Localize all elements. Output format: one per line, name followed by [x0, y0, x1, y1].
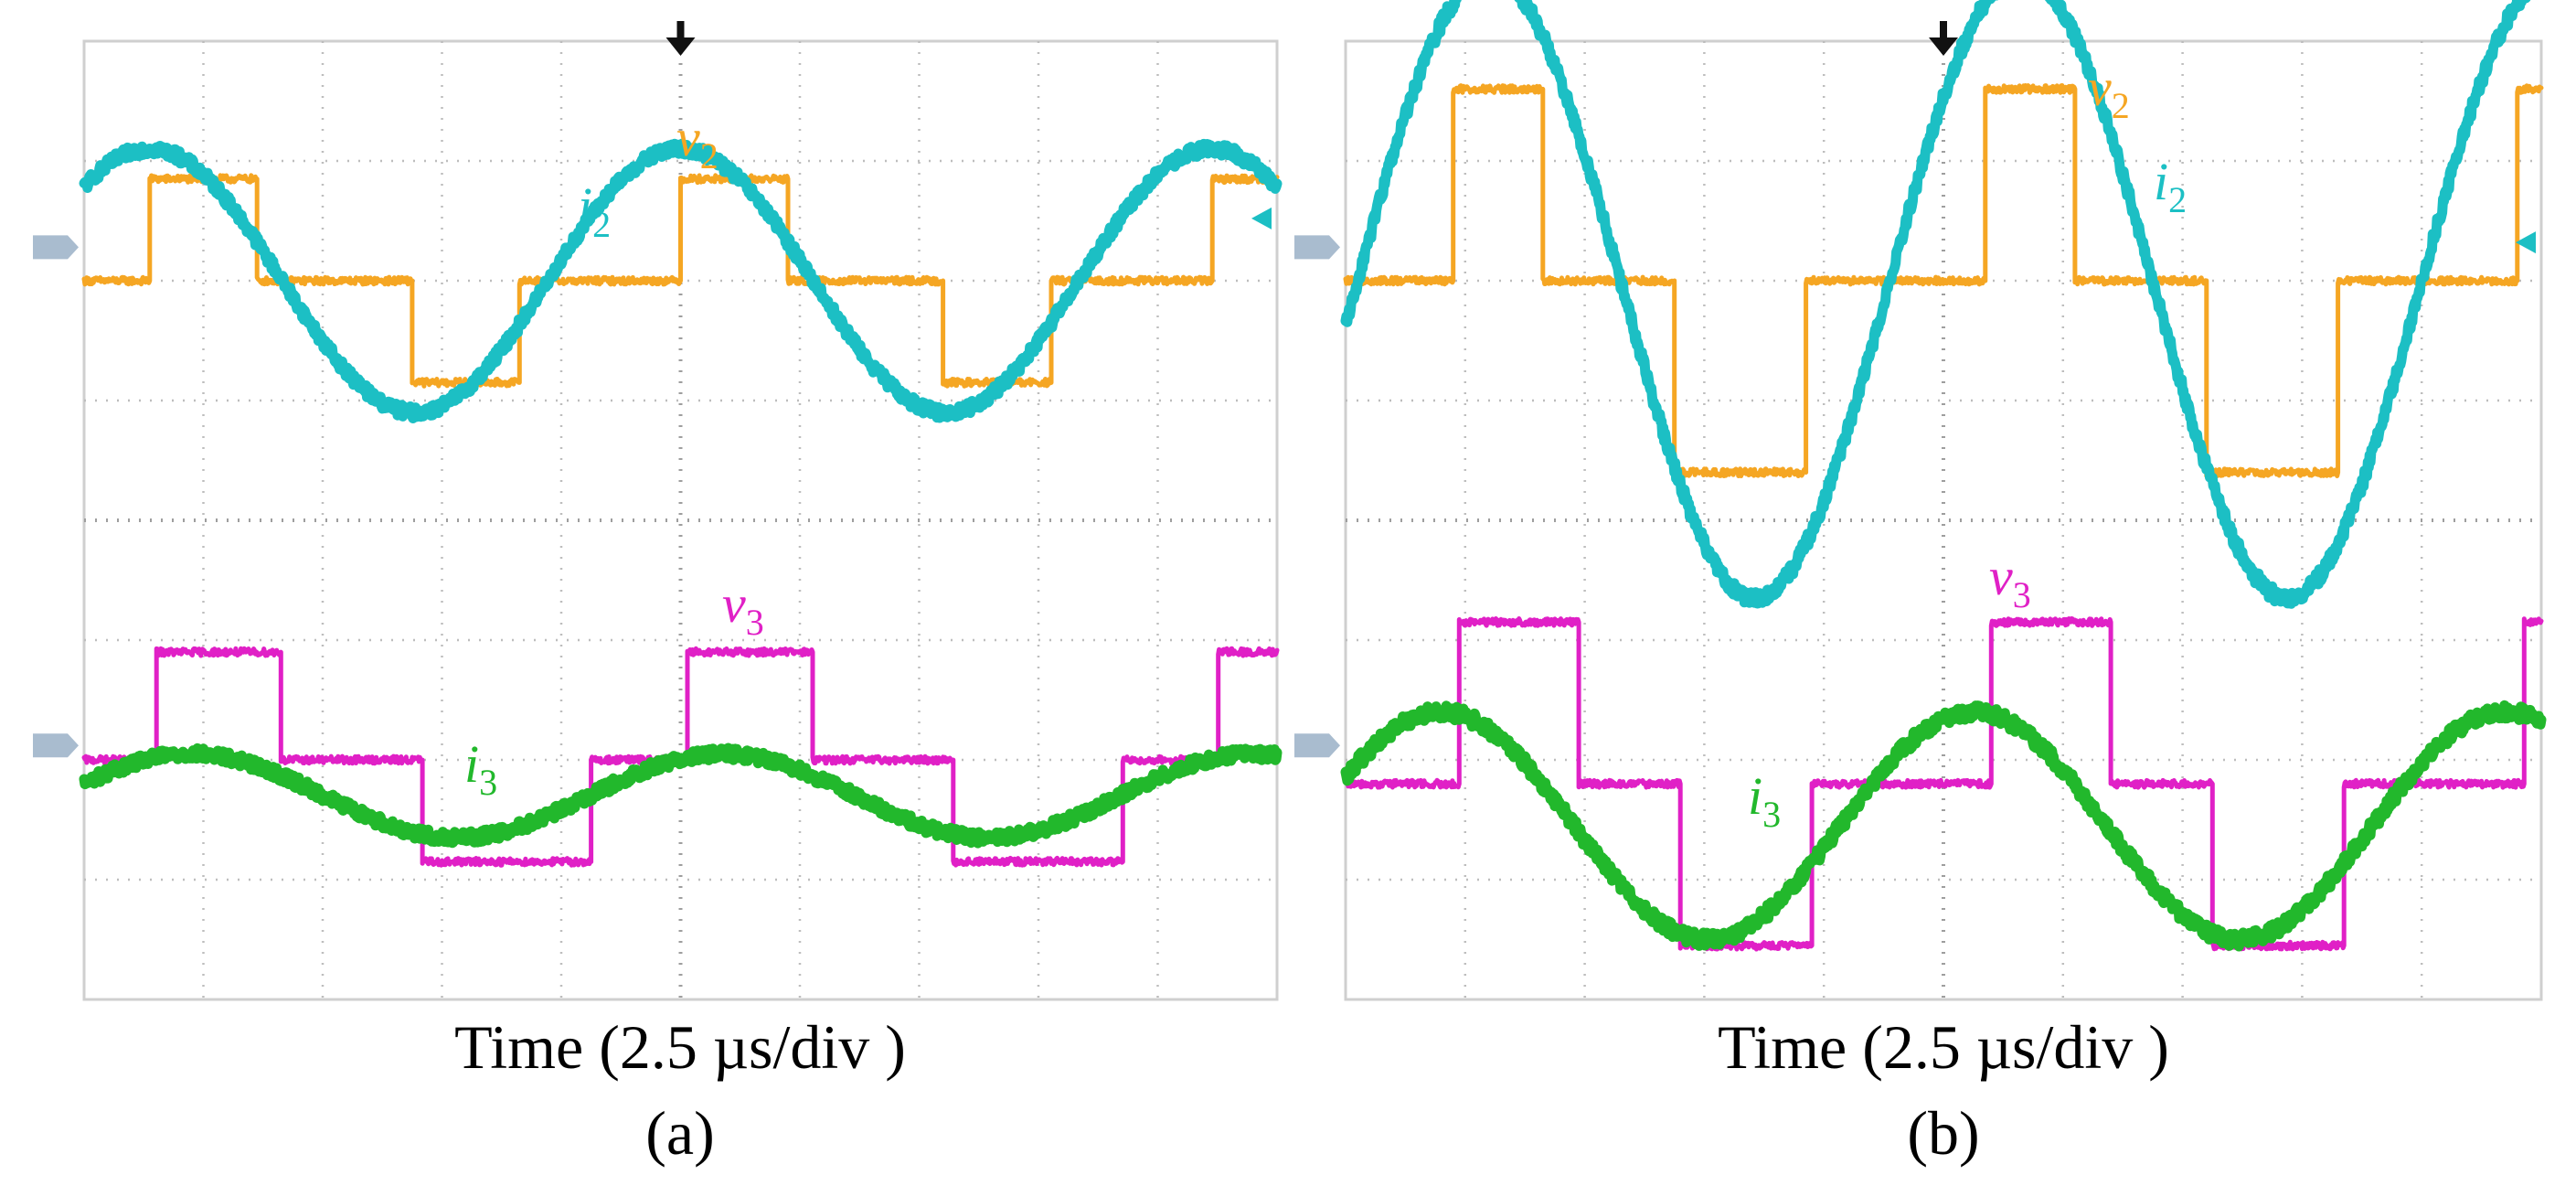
- panel-a-ground-marker-upper: [33, 235, 79, 260]
- panel-a-label-v3-main: v: [722, 574, 746, 634]
- panel-b-label-i2-main: i: [2154, 152, 2168, 211]
- panel-b-label-i2: i2: [2154, 152, 2187, 220]
- panel-a-label-v3: v3: [722, 574, 764, 643]
- panel-a-trace-i2: [79, 138, 1283, 423]
- panel-a-xlabel: Time (2.5 µs/div ): [454, 1012, 906, 1082]
- panel-a-label-i2-sub: 2: [592, 204, 611, 245]
- panel-b-trace-i2: [1340, 0, 2531, 609]
- panel-a-ground-marker-lower: [33, 733, 79, 758]
- panel-b-label-v2-sub: 2: [2112, 85, 2130, 126]
- panel-b-ground-marker-upper: [1294, 235, 1340, 260]
- panel-b-label-i2-sub: 2: [2168, 179, 2187, 220]
- panel-a-markers: [33, 21, 1272, 758]
- panel-b-label-v2: v2: [2088, 58, 2130, 126]
- panel-b-caption: (b): [1907, 1098, 1979, 1168]
- panel-b-markers: [1294, 21, 2536, 758]
- panel-a-label-i3: i3: [464, 734, 497, 803]
- panel-a-label-v2-sub: 2: [700, 135, 719, 176]
- panel-b-label-i3-sub: 3: [1762, 794, 1781, 835]
- panel-a-label-v2-main: v: [676, 108, 700, 167]
- panel-a-label-i3-sub: 3: [479, 762, 497, 803]
- panel-b-label-v2-main: v: [2088, 58, 2112, 117]
- panel-a-trigger-marker: [665, 21, 696, 56]
- panel-b-label-v3-main: v: [1989, 547, 2013, 606]
- panel-a-label-v3-sub: 3: [746, 602, 764, 643]
- panel-b-trace-v2: [1343, 83, 2544, 478]
- panel-b-xlabel: Time (2.5 µs/div ): [1718, 1012, 2169, 1082]
- panel-a-label-i2: i2: [578, 176, 611, 245]
- panel-b-label-i3-main: i: [1748, 766, 1762, 826]
- panel-a-channel-marker: [1251, 207, 1272, 230]
- panel-b-trace-v3: [1343, 616, 2544, 952]
- panel-b-channel-marker: [2516, 231, 2536, 254]
- panel-b-label-i3: i3: [1748, 766, 1781, 835]
- panel-a-label-v2: v2: [676, 108, 719, 176]
- panel-a-caption: (a): [645, 1098, 714, 1168]
- panel-b-ground-marker-lower: [1294, 733, 1340, 758]
- panel-a-trace-i3: [79, 743, 1283, 849]
- panel-a-traces: [79, 138, 1283, 868]
- panel-b-trace-i3: [1340, 700, 2547, 952]
- panel-a-label-i2-main: i: [578, 176, 592, 236]
- panel-b-traces: [1340, 0, 2547, 952]
- panel-b-trigger-marker: [1929, 21, 1958, 56]
- panel-b-label-v3: v3: [1989, 547, 2031, 615]
- panel-b-label-v3-sub: 3: [2013, 574, 2031, 615]
- panel-a-label-i3-main: i: [464, 734, 479, 794]
